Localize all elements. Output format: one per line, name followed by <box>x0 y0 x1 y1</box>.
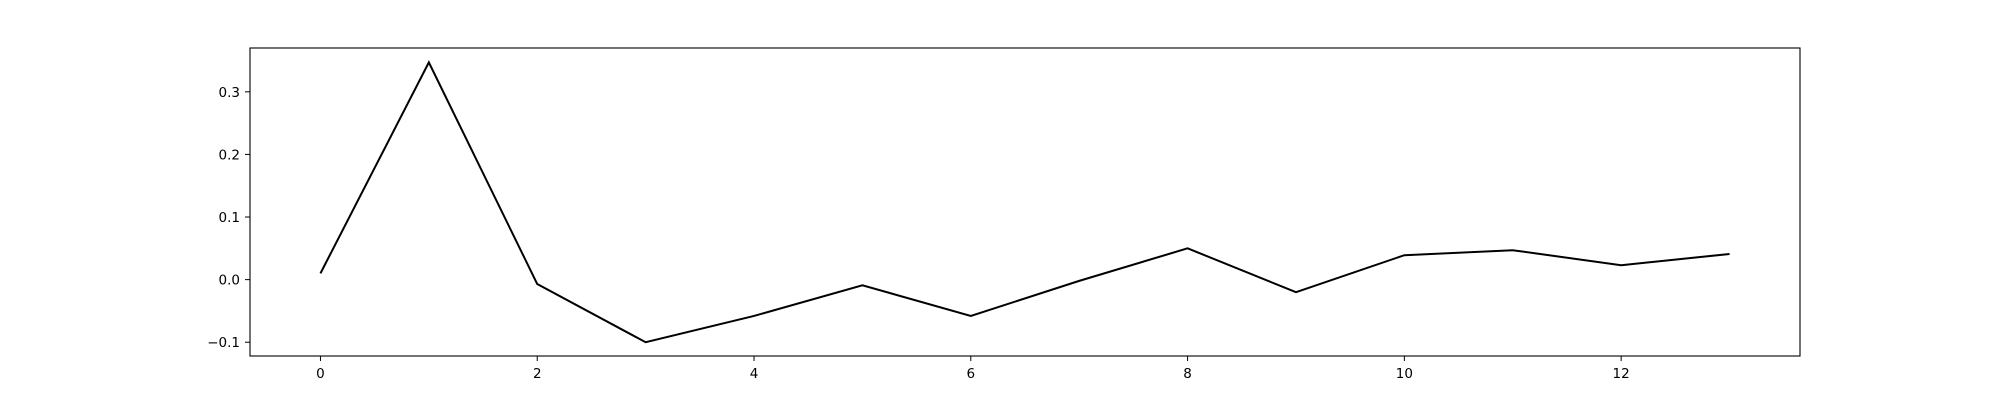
x-tick-label: 2 <box>533 366 542 382</box>
y-tick-label: 0.3 <box>219 85 240 101</box>
x-tick-label: 0 <box>316 366 325 382</box>
y-tick-label: 0.0 <box>219 273 240 289</box>
x-tick-label: 12 <box>1613 366 1630 382</box>
x-tick-label: 8 <box>1183 366 1192 382</box>
x-tick-label: 10 <box>1396 366 1413 382</box>
y-tick-label: −0.1 <box>207 335 240 351</box>
series-layer <box>319 60 1730 344</box>
plot-area-frame <box>249 47 1801 357</box>
series-line <box>319 60 1730 344</box>
y-tick-label: 0.2 <box>219 147 240 163</box>
x-tick-label: 4 <box>750 366 759 382</box>
ticks-layer: 0 2 4 6 8 10 12 −0.1 0.0 0.1 0.2 0.3 <box>207 85 1630 382</box>
x-tick-label: 6 <box>967 366 976 382</box>
y-tick-label: 0.1 <box>219 210 240 226</box>
